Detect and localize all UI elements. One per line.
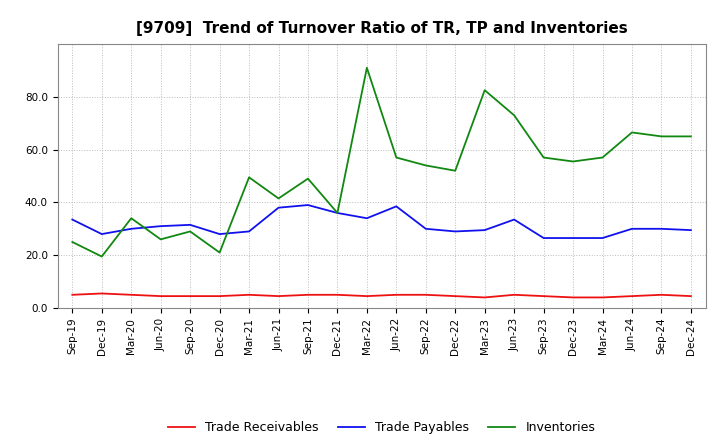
Inventories	[186, 229, 194, 234]
Trade Receivables	[392, 292, 400, 297]
Inventories	[97, 254, 106, 259]
Trade Payables	[97, 231, 106, 237]
Trade Payables	[421, 226, 430, 231]
Inventories	[421, 163, 430, 168]
Trade Payables	[127, 226, 135, 231]
Trade Payables	[363, 216, 372, 221]
Inventories	[392, 155, 400, 160]
Trade Receivables	[127, 292, 135, 297]
Trade Payables	[274, 205, 283, 210]
Trade Receivables	[245, 292, 253, 297]
Trade Receivables	[451, 293, 459, 299]
Inventories	[657, 134, 666, 139]
Line: Inventories: Inventories	[72, 68, 691, 257]
Trade Receivables	[304, 292, 312, 297]
Trade Receivables	[539, 293, 548, 299]
Trade Payables	[333, 210, 342, 216]
Line: Trade Payables: Trade Payables	[72, 205, 691, 238]
Inventories	[363, 65, 372, 70]
Inventories	[127, 216, 135, 221]
Trade Payables	[245, 229, 253, 234]
Trade Payables	[510, 217, 518, 222]
Trade Receivables	[68, 292, 76, 297]
Trade Receivables	[363, 293, 372, 299]
Inventories	[628, 130, 636, 135]
Trade Payables	[186, 222, 194, 227]
Trade Receivables	[657, 292, 666, 297]
Trade Receivables	[569, 295, 577, 300]
Inventories	[304, 176, 312, 181]
Trade Payables	[68, 217, 76, 222]
Trade Payables	[628, 226, 636, 231]
Inventories	[245, 175, 253, 180]
Trade Receivables	[687, 293, 696, 299]
Trade Receivables	[598, 295, 607, 300]
Inventories	[539, 155, 548, 160]
Inventories	[687, 134, 696, 139]
Trade Receivables	[480, 295, 489, 300]
Inventories	[598, 155, 607, 160]
Inventories	[480, 88, 489, 93]
Trade Payables	[598, 235, 607, 241]
Trade Receivables	[510, 292, 518, 297]
Trade Receivables	[186, 293, 194, 299]
Inventories	[569, 159, 577, 164]
Trade Payables	[215, 231, 224, 237]
Trade Payables	[451, 229, 459, 234]
Line: Trade Receivables: Trade Receivables	[72, 293, 691, 297]
Trade Receivables	[274, 293, 283, 299]
Inventories	[451, 168, 459, 173]
Trade Receivables	[215, 293, 224, 299]
Trade Receivables	[333, 292, 342, 297]
Trade Payables	[156, 224, 165, 229]
Trade Payables	[480, 227, 489, 233]
Trade Payables	[539, 235, 548, 241]
Legend: Trade Receivables, Trade Payables, Inventories: Trade Receivables, Trade Payables, Inven…	[163, 416, 600, 439]
Trade Payables	[392, 204, 400, 209]
Inventories	[156, 237, 165, 242]
Title: [9709]  Trend of Turnover Ratio of TR, TP and Inventories: [9709] Trend of Turnover Ratio of TR, TP…	[136, 21, 627, 36]
Trade Payables	[304, 202, 312, 208]
Inventories	[68, 239, 76, 245]
Inventories	[510, 113, 518, 118]
Trade Receivables	[628, 293, 636, 299]
Trade Receivables	[97, 291, 106, 296]
Trade Payables	[687, 227, 696, 233]
Trade Payables	[657, 226, 666, 231]
Inventories	[274, 196, 283, 201]
Inventories	[215, 250, 224, 255]
Trade Receivables	[156, 293, 165, 299]
Trade Payables	[569, 235, 577, 241]
Trade Receivables	[421, 292, 430, 297]
Inventories	[333, 210, 342, 216]
